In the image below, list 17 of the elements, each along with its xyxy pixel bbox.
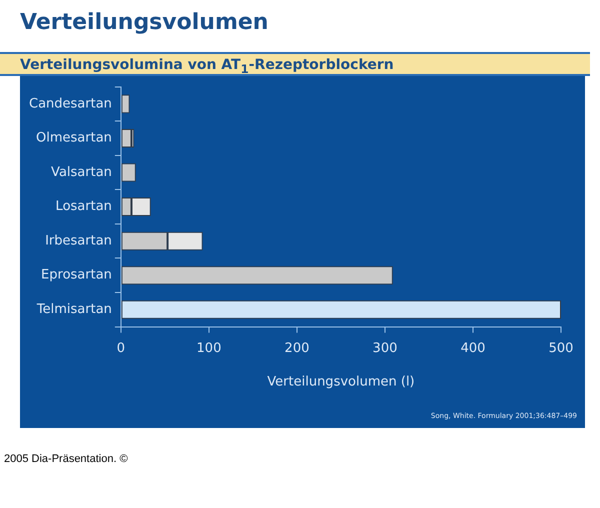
x-tick-label: 500 (548, 340, 574, 356)
text: 2005 Dia-Präsentation. © (4, 453, 128, 465)
x-axis-title: Verteilungsvolumen (l) (267, 374, 415, 390)
x-tick-label: 400 (460, 340, 486, 356)
y-tick-label: Losartan (56, 199, 112, 214)
x-tick-label: 0 (116, 340, 126, 356)
y-tick-label: Telmisartan (36, 302, 112, 318)
x-tick-label: 200 (284, 340, 310, 356)
y-tick-label: Candesartan (29, 96, 112, 112)
chart-subtitle: Verteilungsvolumina von AT$_{1}$-Rezeptorblockern (20, 57, 394, 76)
y-tick-label: Irbesartan (45, 233, 112, 248)
y-tick-label: Olmesartan (36, 130, 112, 146)
chart-title: Verteilungsvolumen (20, 10, 268, 35)
y-tick-label: Valsartan (51, 164, 112, 180)
x-tick-label: 300 (372, 340, 398, 356)
x-tick-label: 100 (196, 340, 222, 356)
y-tick-label: Eprosartan (41, 268, 112, 283)
